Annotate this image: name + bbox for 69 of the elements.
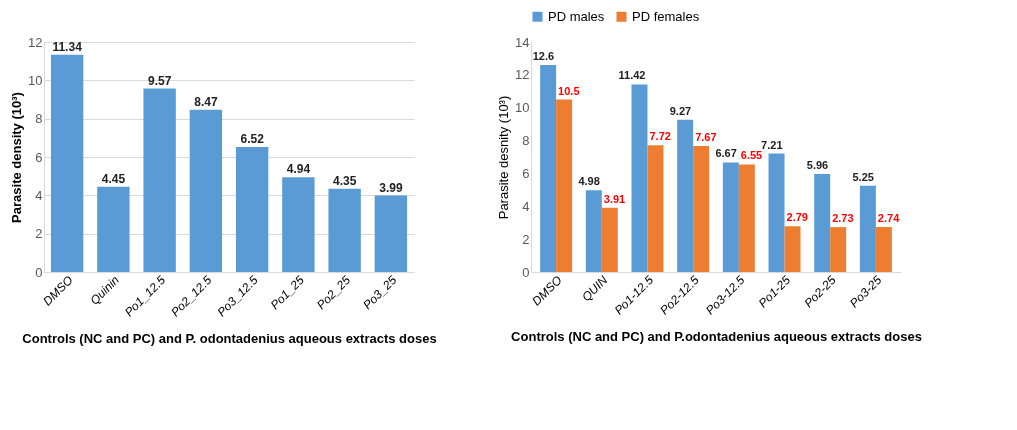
bar <box>814 174 831 272</box>
y-tick-label: 12 <box>515 67 530 83</box>
data-label: 6.67 <box>715 147 737 160</box>
y-tick-label: 0 <box>522 264 530 280</box>
data-label: 4.45 <box>101 171 126 186</box>
bar <box>738 164 755 272</box>
y-tick-label: 14 <box>515 34 530 50</box>
bar <box>784 226 801 272</box>
data-label: 8.47 <box>194 94 218 109</box>
bar <box>693 145 710 272</box>
bar <box>830 227 847 272</box>
bar <box>540 65 557 272</box>
legend-label: PD females <box>632 8 700 24</box>
data-label: 3.91 <box>603 192 626 205</box>
y-tick-label: 8 <box>522 133 530 149</box>
y-tick-label: 2 <box>35 226 43 242</box>
y-tick-label: 4 <box>522 198 530 214</box>
bar <box>282 177 315 272</box>
y-tick-label: 10 <box>28 72 43 88</box>
bar <box>631 84 648 272</box>
data-label: 2.73 <box>832 212 854 225</box>
y-tick-label: 2 <box>522 231 530 247</box>
x-axis-title: Controls (NC and PC) and P.odontadenius aqueous extracts doses <box>511 328 922 344</box>
bar <box>97 186 130 272</box>
data-label: 11.34 <box>52 39 83 54</box>
data-label: 7.21 <box>761 138 783 151</box>
y-tick-label: 6 <box>522 165 530 181</box>
data-label: 12.6 <box>532 50 555 62</box>
y-tick-label: 6 <box>35 149 43 165</box>
data-label: 6.52 <box>240 132 265 147</box>
y-axis-title: Parasite density (10³) <box>9 92 25 223</box>
data-label: 2.74 <box>877 211 901 224</box>
data-label: 4.35 <box>332 173 357 188</box>
data-label: 5.96 <box>806 159 829 172</box>
data-label: 10.5 <box>558 84 580 97</box>
y-tick-label: 8 <box>35 111 43 127</box>
data-label: 7.72 <box>649 130 671 143</box>
y-tick-label: 0 <box>35 264 43 280</box>
data-label: 2.79 <box>786 211 808 224</box>
data-label: 9.27 <box>669 104 692 117</box>
x-axis-title: Controls (NC and PC) and P. odontadenius aqueous extracts doses <box>22 330 437 346</box>
bar <box>328 188 361 272</box>
bar <box>722 162 739 272</box>
bar <box>677 119 694 272</box>
bar <box>859 185 876 272</box>
y-tick-label: 10 <box>515 100 530 116</box>
bar <box>647 145 664 272</box>
y-tick-label: 4 <box>35 187 43 203</box>
y-axis-title: Parasite desnity (10³) <box>496 95 512 220</box>
data-label: 7.67 <box>695 130 717 143</box>
bar <box>601 207 618 272</box>
bar <box>235 147 269 272</box>
data-label: 5.25 <box>852 170 874 183</box>
data-label: 3.99 <box>379 180 403 195</box>
y-tick-label: 12 <box>28 34 43 50</box>
bar <box>143 88 176 272</box>
data-label: 11.42 <box>618 69 646 82</box>
bar <box>768 153 785 272</box>
data-label: 4.98 <box>578 175 600 188</box>
bar <box>556 99 573 272</box>
data-label: 4.94 <box>286 162 311 177</box>
legend-label: PD males <box>548 8 605 24</box>
bar <box>374 195 408 272</box>
bar <box>875 226 892 272</box>
bar <box>585 190 602 272</box>
bar <box>189 109 223 272</box>
bar <box>50 54 84 272</box>
data-label: 6.55 <box>740 149 763 162</box>
data-label: 9.57 <box>147 73 172 88</box>
